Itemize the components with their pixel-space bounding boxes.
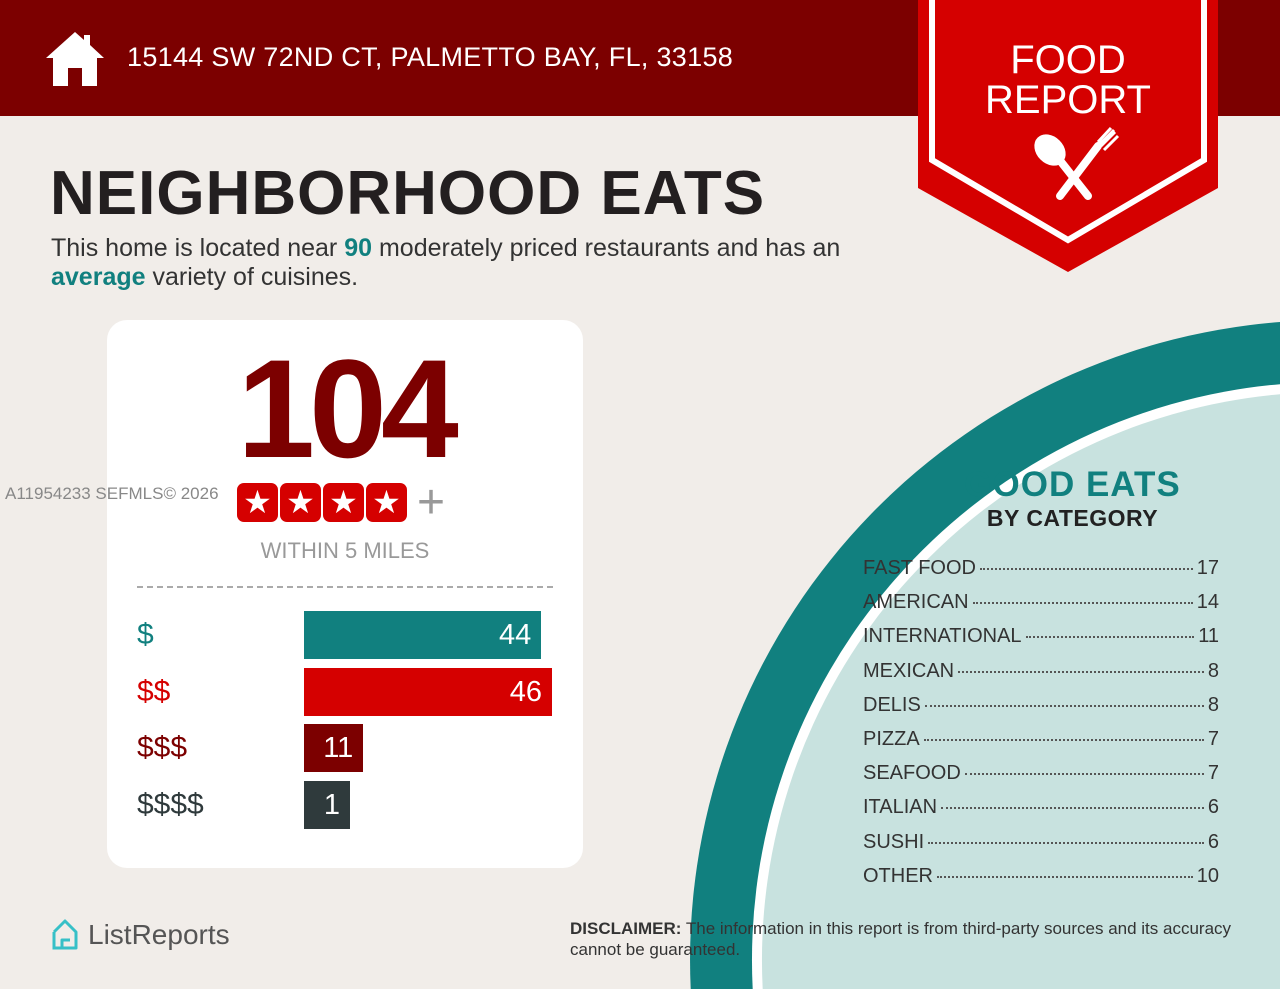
category-name: INTERNATIONAL <box>863 625 1022 648</box>
category-count: 14 <box>1196 591 1219 614</box>
price-bar: 1 <box>304 780 350 829</box>
summary: This home is located near 90 moderately … <box>51 234 841 291</box>
price-bar: 44 <box>304 611 542 659</box>
rating-plus: + <box>417 476 446 529</box>
listreports-logo-icon <box>52 919 78 950</box>
category-count: 7 <box>1207 727 1219 750</box>
dot-leader <box>928 841 1204 844</box>
star-rating: ★ ★ ★ ★ + <box>237 476 446 529</box>
category-item: SEAFOOD 7 <box>863 761 1219 795</box>
category-item: FAST FOOD 17 <box>863 556 1219 590</box>
category-count: 10 <box>1196 864 1219 887</box>
total-restaurants: 104 <box>237 330 459 487</box>
radius-label: WITHIN 5 MILES <box>260 538 430 563</box>
good-eats-heading: GOOD EATS BY CATEGORY <box>964 465 1181 532</box>
category-name: PIZZA <box>863 727 920 750</box>
disclaimer: DISCLAIMER: The information in this repo… <box>570 919 1232 959</box>
star-icon: ★ <box>280 483 321 522</box>
address: 15144 SW 72ND CT, PALMETTO BAY, FL, 3315… <box>127 42 734 72</box>
dot-leader <box>924 704 1204 707</box>
house-icon <box>46 32 104 86</box>
category-item: PIZZA 7 <box>863 727 1219 761</box>
dot-leader <box>972 602 1193 605</box>
price-label: $$$$ <box>137 787 204 821</box>
category-count: 17 <box>1196 557 1219 579</box>
price-row: $$$$ 1 <box>137 780 557 829</box>
divider <box>137 586 553 588</box>
dot-leader <box>1025 636 1195 639</box>
category-name: SEAFOOD <box>863 762 961 785</box>
category-item: SUSHI 6 <box>863 830 1219 864</box>
category-count: 6 <box>1207 830 1219 853</box>
badge-title: FOOD REPORT <box>985 38 1151 122</box>
price-bar: 11 <box>304 724 364 772</box>
category-name: ITALIAN <box>863 796 938 819</box>
category-name: AMERICAN <box>863 591 969 614</box>
dot-leader <box>941 807 1204 810</box>
dot-leader <box>958 670 1204 673</box>
category-count: 7 <box>1207 762 1219 785</box>
spoon-fork-icon <box>1034 126 1120 200</box>
dot-leader <box>937 875 1193 878</box>
category-item: INTERNATIONAL 11 <box>863 624 1219 658</box>
category-list: FAST FOOD 17 AMERICAN 14 INTERNATIONAL 11 MEXI… <box>863 556 1219 898</box>
category-count: 11 <box>1198 625 1219 648</box>
category-item: MEXICAN 8 <box>863 659 1219 693</box>
star-icon: ★ <box>237 483 278 522</box>
dot-leader <box>923 738 1204 741</box>
restaurant-count-card: 104 ★ ★ ★ ★ + WITHIN 5 MILES $44 $$ 46 $$$ 11 $$$… <box>107 320 583 868</box>
price-bar: 46 <box>304 667 552 716</box>
category-name: MEXICAN <box>863 659 955 682</box>
category-item: AMERICAN 14 <box>863 590 1219 624</box>
price-row: $$$ 11 <box>137 724 557 772</box>
price-label: $$$ <box>137 731 188 764</box>
dot-leader <box>979 568 1193 570</box>
category-name: SUSHI <box>863 830 925 853</box>
category-count: 8 <box>1207 659 1219 682</box>
category-name: OTHER <box>863 864 933 887</box>
watermark: A11954233 SEFMLS© 2026 <box>5 484 219 503</box>
category-count: 8 <box>1207 693 1219 716</box>
category-item: OTHER 10 <box>863 864 1219 898</box>
price-label: $ <box>137 618 154 651</box>
category-name: DELIS <box>863 693 921 716</box>
price-label: $$ <box>137 674 171 708</box>
dot-leader <box>964 773 1204 776</box>
category-count: 6 <box>1207 796 1219 819</box>
food-report-badge <box>918 0 1218 272</box>
category-item: ITALIAN 6 <box>863 795 1219 829</box>
star-icon: ★ <box>366 483 407 522</box>
page-title: NEIGHBORHOOD EATS <box>50 159 766 228</box>
category-name: FAST FOOD <box>863 557 976 579</box>
price-row: $$ 46 <box>137 667 557 716</box>
category-item: DELIS 8 <box>863 693 1219 727</box>
listreports-logo: ListReports <box>50 918 230 952</box>
price-row: $44 <box>137 611 557 659</box>
star-icon: ★ <box>323 483 364 522</box>
